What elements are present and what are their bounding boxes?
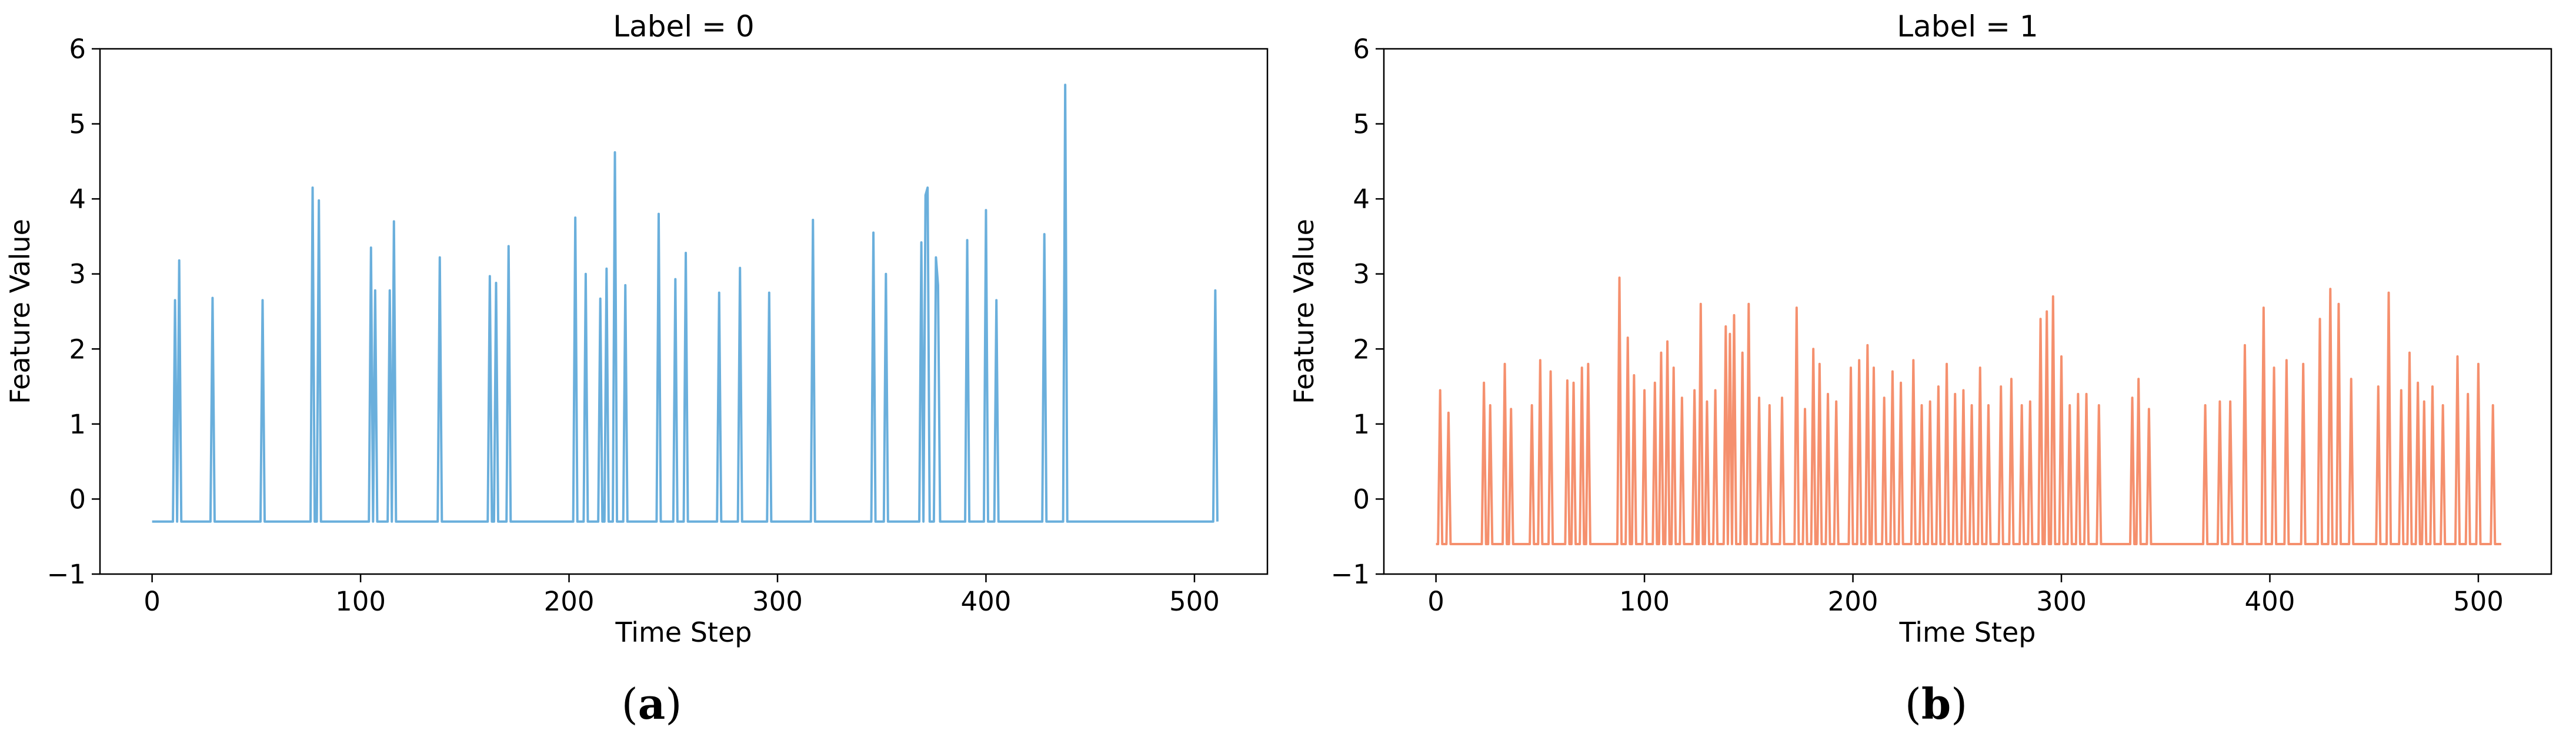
plot-frame: [99, 48, 1269, 575]
x-tick-label: 100: [1619, 586, 1670, 617]
y-tick-label: 2: [69, 334, 86, 365]
y-tick-label: −1: [1331, 559, 1370, 590]
y-tick-label: 3: [69, 259, 86, 290]
x-tick-label: 100: [335, 586, 386, 617]
x-tick-label: 500: [2453, 586, 2504, 617]
y-tick-label: 4: [69, 184, 86, 215]
plot-frame: [1383, 48, 2552, 575]
y-tick-label: −1: [47, 559, 86, 590]
y-tick-label: 3: [1353, 259, 1370, 290]
y-tick-label: 1: [69, 409, 86, 440]
data-series-line: [1436, 276, 2501, 545]
x-tick-label: 300: [2036, 586, 2087, 617]
x-tick-label: 400: [961, 586, 1012, 617]
y-tick-label: 0: [1353, 483, 1370, 515]
x-tick-label: 200: [544, 586, 595, 617]
x-tick-label: 400: [2245, 586, 2295, 617]
y-tick-label: 2: [1353, 334, 1370, 365]
y-tick-label: 6: [69, 34, 86, 65]
x-tick-label: 300: [752, 586, 803, 617]
y-tick-label: 5: [69, 109, 86, 140]
x-tick-label: 500: [1169, 586, 1220, 617]
x-axis-label: Time Step: [615, 616, 752, 648]
y-tick-label: 1: [1353, 409, 1370, 440]
y-tick-label: 0: [69, 483, 86, 515]
x-tick-label: 0: [1427, 586, 1444, 617]
x-tick-label: 200: [1828, 586, 1878, 617]
x-tick-label: 0: [144, 586, 161, 617]
chart-title: Label = 0: [613, 9, 754, 44]
data-series-line: [152, 84, 1219, 523]
chart-panel-label-1: Label = 1 0 100 200 300 400 500 −1 0 1 2 3 4 5 6 Time S…: [1288, 9, 2552, 729]
subfigure-caption: (a): [622, 679, 682, 729]
y-axis-label: Feature Value: [1288, 219, 1320, 404]
y-tick-label: 5: [1353, 109, 1370, 140]
x-axis-label: Time Step: [1899, 616, 2036, 648]
y-tick-label: 6: [1353, 34, 1370, 65]
y-tick-label: 4: [1353, 184, 1370, 215]
chart-title: Label = 1: [1897, 9, 2038, 44]
chart-panel-label-0: Label = 0 0 100 200 300 400 500 −1 0 1 2 3 4 5 6 Time S…: [4, 9, 1269, 729]
subfigure-caption: (b): [1905, 679, 1968, 729]
y-axis-label: Feature Value: [4, 219, 36, 404]
